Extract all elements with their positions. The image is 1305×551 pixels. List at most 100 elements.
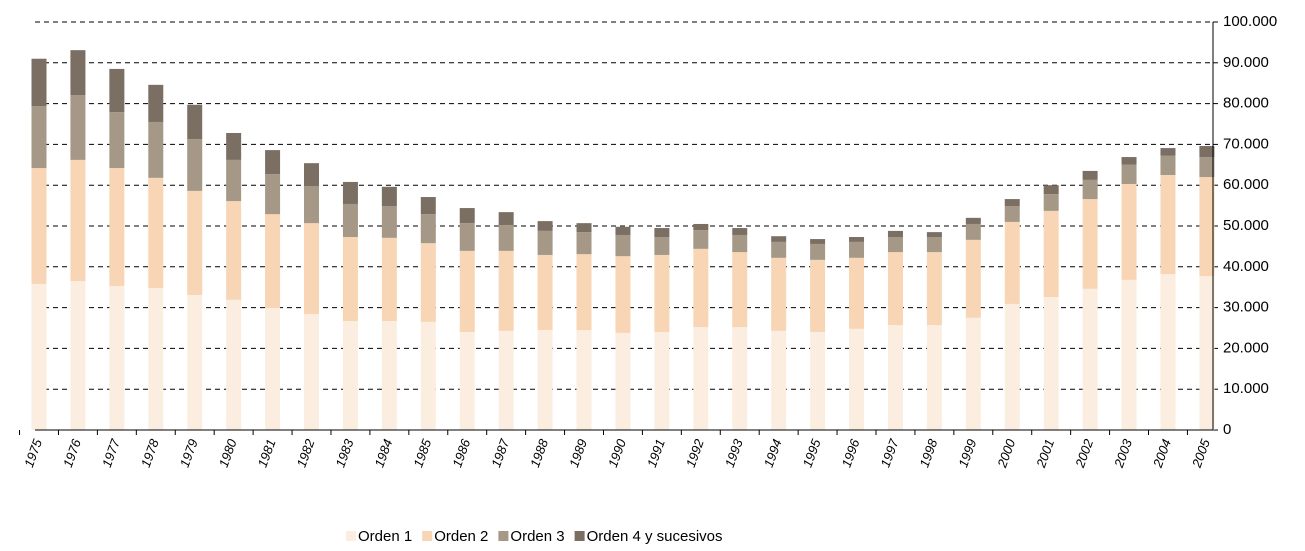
bar-segment: [420, 214, 436, 244]
y-tick-label: 60.000: [1223, 176, 1269, 193]
bar-segment: [1121, 157, 1137, 165]
bar-segment: [1160, 155, 1176, 175]
bar-segment: [109, 285, 125, 430]
bar-segment: [1043, 296, 1059, 430]
x-tick-label: 1990: [605, 436, 629, 469]
y-tick-label: 30.000: [1223, 299, 1269, 316]
bar-segment: [148, 84, 164, 122]
x-tick-label: 1991: [644, 437, 668, 469]
bar-segment: [1082, 179, 1098, 200]
bar-segment: [420, 243, 436, 322]
bar-segment: [576, 223, 592, 233]
bar-segment: [304, 186, 320, 224]
bar-segment: [732, 252, 748, 328]
bar-segment: [187, 190, 203, 295]
bar-segment: [1160, 148, 1176, 156]
x-tick-label: 1992: [683, 436, 707, 469]
bar-segment: [342, 321, 358, 430]
y-tick-label: 90.000: [1223, 54, 1269, 71]
x-tick-label: 1980: [216, 436, 240, 469]
bar-segment: [849, 241, 865, 258]
x-tick-label: 1997: [878, 436, 902, 469]
bar-segment: [849, 257, 865, 329]
legend-label: Orden 1: [358, 528, 412, 545]
x-tick-label: 1995: [800, 436, 824, 469]
bar-segment: [849, 328, 865, 430]
bar-segment: [615, 234, 631, 257]
bar-segment: [849, 237, 865, 242]
bar-segment: [1043, 185, 1059, 195]
bar-segment: [109, 112, 125, 169]
bar-segment: [148, 288, 164, 430]
bar-segment: [381, 206, 397, 238]
y-tick-label: 0: [1223, 421, 1231, 438]
bar-segment: [381, 186, 397, 207]
x-tick-label: 1986: [449, 436, 473, 469]
bar-segment: [70, 281, 86, 430]
bar-segment: [965, 317, 981, 430]
bar-segment: [265, 174, 281, 215]
bar-segment: [810, 332, 826, 430]
bar-segment: [693, 327, 709, 430]
bar-segment: [1004, 303, 1020, 430]
y-tick-label: 10.000: [1223, 380, 1269, 397]
bar-segment: [498, 212, 514, 226]
bar-segment: [498, 225, 514, 251]
x-tick-label: 1985: [410, 436, 434, 469]
bar-segment: [926, 252, 942, 326]
bar-segment: [537, 330, 553, 430]
bar-segment: [654, 237, 670, 255]
bar-segment: [265, 150, 281, 175]
bar-segment: [732, 234, 748, 253]
bar-segment: [70, 50, 86, 96]
x-tick-label: 1976: [60, 436, 84, 469]
bar-segment: [1199, 146, 1215, 158]
bar-segment: [576, 254, 592, 331]
bar-segment: [1121, 279, 1137, 430]
bar-segment: [342, 203, 358, 238]
x-tick-label: 2000: [994, 436, 1019, 470]
bar-segment: [1199, 177, 1215, 277]
bar-segment: [226, 132, 242, 160]
bar-segment: [459, 223, 475, 251]
bar-segment: [1082, 170, 1098, 180]
bar-segment: [926, 237, 942, 253]
bar-segment: [693, 230, 709, 249]
bar-segment: [459, 208, 475, 224]
bar-segment: [459, 250, 475, 333]
bar-segment: [771, 236, 787, 242]
bar-segment: [732, 327, 748, 430]
bar-segment: [1043, 194, 1059, 211]
bar-segment: [342, 237, 358, 322]
bar-segment: [187, 294, 203, 430]
x-tick-label: 2003: [1111, 436, 1136, 470]
bar-segment: [810, 259, 826, 333]
bar-segment: [1043, 210, 1059, 297]
x-tick-label: 1977: [99, 436, 123, 469]
x-tick-label: 1982: [294, 436, 318, 469]
bar-segment: [576, 232, 592, 255]
bar-segment: [265, 214, 281, 309]
bar-segment: [31, 106, 47, 169]
bar-segment: [654, 332, 670, 430]
legend-swatch: [574, 531, 585, 541]
bar-segment: [226, 159, 242, 202]
y-tick-label: 20.000: [1223, 339, 1269, 356]
legend-label: Orden 2: [434, 528, 488, 545]
y-tick-label: 80.000: [1223, 95, 1269, 112]
bar-segment: [31, 283, 47, 430]
bar-segment: [1004, 199, 1020, 207]
bar-segment: [498, 250, 514, 331]
y-tick-label: 100.000: [1223, 13, 1277, 30]
bar-segment: [381, 237, 397, 322]
x-tick-label: 1984: [371, 437, 395, 469]
bar-segment: [732, 228, 748, 235]
bar-segment: [226, 201, 242, 300]
bar-segment: [771, 257, 787, 331]
legend-swatch: [422, 531, 433, 541]
x-tick-label: 1978: [138, 436, 162, 469]
bar-segment: [420, 197, 436, 215]
bar-segment: [70, 159, 86, 282]
bar-segment: [1160, 274, 1176, 430]
